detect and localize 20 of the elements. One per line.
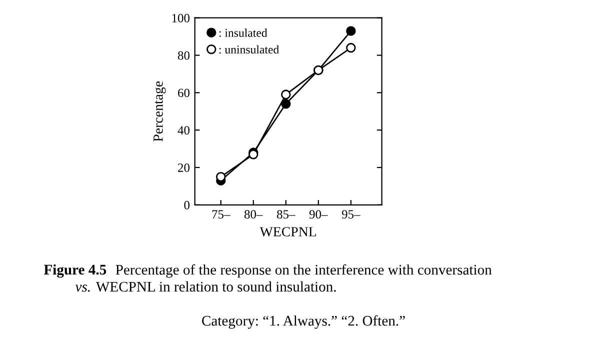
text: Category: “1. Always.” “2. Often.” xyxy=(202,315,405,329)
legend-label: : uninsulated xyxy=(219,45,279,54)
y-tick-label: 100 xyxy=(172,14,190,22)
y-tick-label: 0 xyxy=(184,200,190,210)
caption: Figure 4.5 xyxy=(44,264,106,278)
y-axis-title: Percentage xyxy=(154,81,166,142)
y-tick-label: 20 xyxy=(178,164,190,172)
y-tick-label: 60 xyxy=(178,88,190,98)
x-axis-title: WECPNL xyxy=(260,227,316,236)
x-tick-label: 80– xyxy=(244,210,263,219)
x-tick-label: 95– xyxy=(342,210,360,219)
x-tick-label: 75– xyxy=(212,210,230,219)
text: WECPNL in relation to sound insulation. xyxy=(96,281,336,292)
legend-label: : insulated xyxy=(219,28,268,37)
text: Percentage of the response on the interference with conversation xyxy=(116,264,492,278)
y-tick-label: 80 xyxy=(178,51,190,60)
text: vs. xyxy=(75,284,90,292)
x-tick-label: 85– xyxy=(276,210,296,219)
x-tick-label: 90– xyxy=(309,210,328,219)
y-tick-label: 40 xyxy=(178,126,190,135)
